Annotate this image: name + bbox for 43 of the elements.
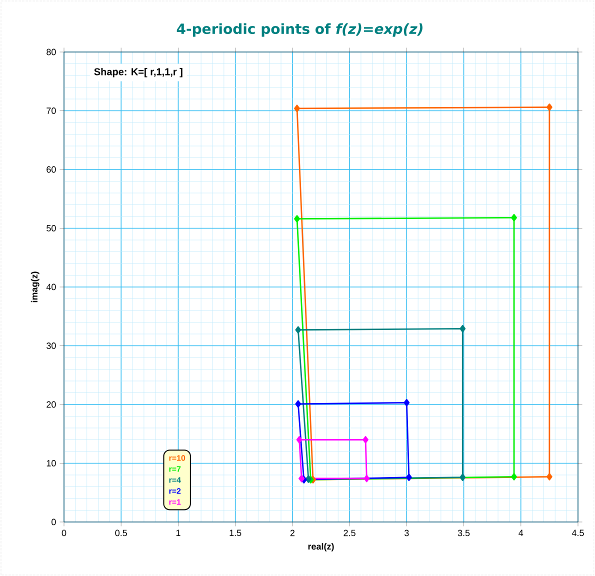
x-tick-label: 2.5 xyxy=(344,530,356,536)
x-tick-label: 3 xyxy=(404,530,409,536)
point xyxy=(460,474,466,482)
text: r=4 xyxy=(169,477,181,483)
x-tick-label: 2 xyxy=(290,530,294,536)
y-tick-label: 70 xyxy=(46,108,56,114)
y-tick-label: 20 xyxy=(46,401,56,408)
x-tick-label: 1 xyxy=(176,530,180,536)
point xyxy=(296,436,302,444)
point xyxy=(546,104,552,111)
y-axis-title: imag(z) xyxy=(30,272,40,302)
point xyxy=(511,473,517,480)
y-tick-label: 50 xyxy=(46,225,56,232)
x-tick-label: 0.5 xyxy=(115,530,127,536)
point xyxy=(511,214,517,222)
point xyxy=(546,473,552,480)
annotation: Shape: K=[ r,1,1,r ] xyxy=(94,68,182,78)
point xyxy=(406,474,412,482)
text: r=1 xyxy=(169,499,181,505)
x-axis-title: real(z) xyxy=(308,543,334,552)
point xyxy=(404,399,410,406)
y-tick-label: 60 xyxy=(46,166,56,173)
y-tick-label: 80 xyxy=(46,48,56,56)
y-tick-label: 30 xyxy=(46,342,56,349)
point xyxy=(295,400,302,408)
point xyxy=(295,326,302,334)
y-tick-label: 40 xyxy=(46,284,56,290)
y-tick-label: 0 xyxy=(52,518,56,526)
point xyxy=(362,436,368,444)
point xyxy=(294,104,300,112)
x-tick-label: 0 xyxy=(62,530,66,536)
x-tick-label: 1.5 xyxy=(230,530,242,536)
point xyxy=(294,215,300,223)
text: r=7 xyxy=(169,466,181,472)
text: r=10 xyxy=(169,455,186,461)
x-tick-label: 3.5 xyxy=(458,530,470,536)
point xyxy=(364,474,370,482)
x-tick-label: 4.5 xyxy=(572,530,584,536)
x-tick-label: 4 xyxy=(518,530,524,536)
text: r=2 xyxy=(169,488,181,494)
y-tick-label: 10 xyxy=(46,460,56,466)
chart-title: 4-periodic points of f(z)=exp(z) xyxy=(176,23,422,37)
point xyxy=(460,325,466,332)
